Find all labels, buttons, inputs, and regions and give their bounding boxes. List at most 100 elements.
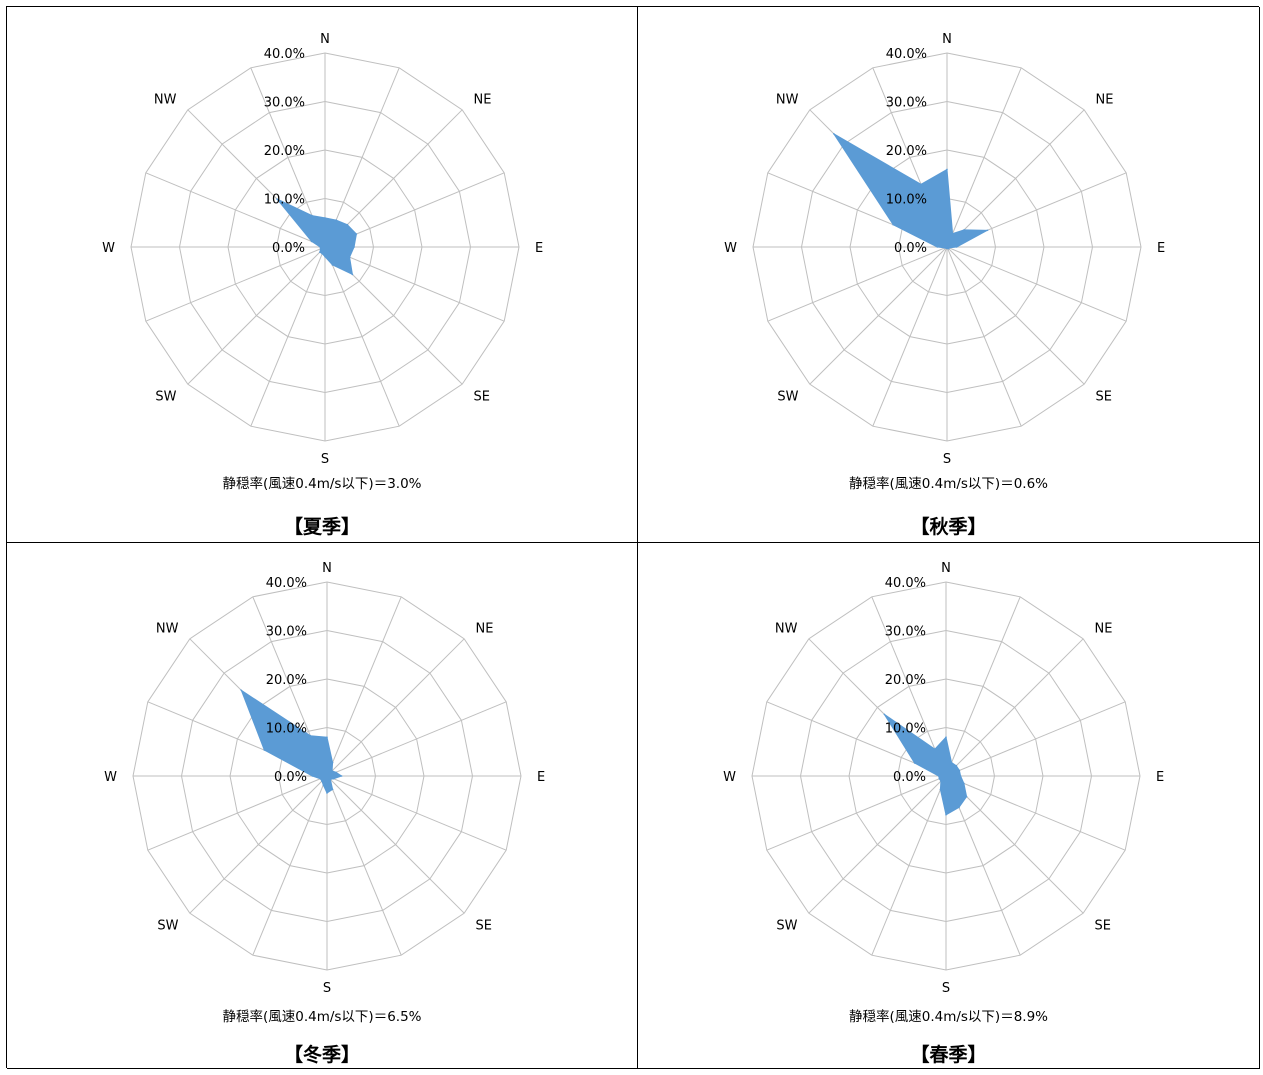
calm-rate-spring: 静穏率(風速0.4m/s以下)＝8.9% xyxy=(848,1009,1049,1025)
direction-label-sw: SW xyxy=(157,919,178,934)
grid-spoke xyxy=(808,775,947,914)
data-point-w xyxy=(937,775,940,777)
tick-label: 40.0% xyxy=(266,576,307,591)
direction-label-ne: NE xyxy=(476,622,494,637)
data-point-s xyxy=(945,814,947,816)
chart-cell-winter: 0.0% 10.0% 20.0% 30.0% 40.0% N NE E SE S SW W NW 静穏率… xyxy=(7,543,638,1069)
data-point-wnw xyxy=(263,749,266,751)
direction-label-ne: NE xyxy=(1095,622,1113,637)
grid-spoke xyxy=(767,246,948,322)
data-point-nne xyxy=(950,761,953,764)
grid-spoke xyxy=(189,775,328,914)
season-label-summer: 【夏季】 xyxy=(283,516,360,538)
data-point-n xyxy=(324,217,326,219)
grid-spoke xyxy=(326,596,402,777)
tick-label: 0.0% xyxy=(893,770,926,785)
grid-spoke xyxy=(871,596,947,777)
data-point-n xyxy=(946,168,948,171)
grid-spoke xyxy=(326,775,465,914)
tick-label: 0.0% xyxy=(272,241,305,256)
tick-label: 40.0% xyxy=(264,47,305,62)
grid-spoke xyxy=(324,246,505,322)
direction-label-nw: NW xyxy=(156,622,179,637)
tick-label: 20.0% xyxy=(264,144,305,159)
data-point-se xyxy=(351,273,354,276)
data-point-e xyxy=(353,246,355,248)
direction-label-n: N xyxy=(322,561,332,576)
data-point-sw xyxy=(945,247,947,249)
calm-rate-summer: 静穏率(風速0.4m/s以下)＝3.0% xyxy=(222,476,422,492)
data-point-sse xyxy=(958,806,960,809)
grid-spoke xyxy=(145,172,326,248)
calm-rate-autumn: 静穏率(風速0.4m/s以下)＝0.6% xyxy=(848,476,1049,492)
data-point-e xyxy=(955,246,958,248)
data-point-nw xyxy=(240,689,243,692)
data-point-w xyxy=(311,775,314,777)
data-point-wsw xyxy=(944,247,946,249)
grid-spoke xyxy=(946,246,1022,427)
data-point-sse xyxy=(331,264,334,266)
tick-label: 30.0% xyxy=(264,96,305,111)
tick-label: 20.0% xyxy=(885,673,926,688)
data-point-ssw xyxy=(322,784,325,786)
direction-label-e: E xyxy=(1156,770,1164,785)
wind-rose-spring: 0.0% 10.0% 20.0% 30.0% 40.0% N NE E SE S SW W NW xyxy=(723,561,1164,996)
tick-label: 20.0% xyxy=(266,673,307,688)
direction-label-s: S xyxy=(321,452,329,467)
direction-label-e: E xyxy=(535,241,543,256)
data-point-ne xyxy=(955,764,958,767)
data-point-nnw xyxy=(309,734,312,737)
grid-spoke xyxy=(326,775,507,851)
tick-label: 10.0% xyxy=(885,722,926,737)
grid-spoke xyxy=(250,246,326,427)
direction-label-s: S xyxy=(943,452,951,467)
grid-spoke xyxy=(946,246,1085,385)
chart-cell-summer: 0.0% 10.0% 20.0% 30.0% 40.0% N NE E SE S SW W NW 静穏率… xyxy=(7,7,638,543)
data-point-se xyxy=(965,795,968,798)
grid-spoke xyxy=(145,246,326,322)
chart-cell-spring: 0.0% 10.0% 20.0% 30.0% 40.0% N NE E SE S SW W NW 静穏率… xyxy=(638,543,1260,1069)
direction-label-s: S xyxy=(323,981,331,996)
tick-label: 30.0% xyxy=(885,625,926,640)
wind-rose-summer: 0.0% 10.0% 20.0% 30.0% 40.0% N NE E SE S SW W NW xyxy=(102,32,543,467)
data-point-wsw xyxy=(938,778,941,780)
direction-label-w: W xyxy=(723,770,736,785)
grid-spoke xyxy=(946,246,1127,322)
data-point-ene xyxy=(355,233,358,235)
direction-label-n: N xyxy=(941,561,951,576)
grid-spoke xyxy=(871,775,947,956)
direction-label-se: SE xyxy=(476,919,492,934)
direction-label-sw: SW xyxy=(777,390,798,405)
data-point-ne xyxy=(331,770,333,772)
direction-label-e: E xyxy=(1157,241,1165,256)
data-point-nnw xyxy=(311,214,313,217)
data-point-ese xyxy=(348,256,351,258)
tick-label: 0.0% xyxy=(274,770,307,785)
data-point-wnw xyxy=(892,223,894,226)
grid-spoke xyxy=(945,701,1126,777)
direction-label-se: SE xyxy=(1096,390,1112,405)
data-point-nw xyxy=(833,133,835,135)
data-point-s xyxy=(324,255,326,258)
direction-label-se: SE xyxy=(1095,919,1111,934)
data-point-ese xyxy=(332,778,335,780)
grid-spoke xyxy=(326,638,465,777)
data-point-s xyxy=(326,792,328,794)
tick-label: 40.0% xyxy=(885,576,926,591)
grid-spoke xyxy=(147,775,328,851)
data-point-ene xyxy=(986,229,989,232)
direction-label-e: E xyxy=(537,770,545,785)
direction-label-nw: NW xyxy=(154,93,177,108)
direction-label-sw: SW xyxy=(776,919,797,934)
data-point-sse xyxy=(331,788,334,791)
data-point-sw xyxy=(321,780,323,782)
direction-label-se: SE xyxy=(474,390,490,405)
data-point-nw xyxy=(276,198,278,200)
data-point-w xyxy=(319,246,321,248)
direction-label-w: W xyxy=(104,770,117,785)
season-label-spring: 【春季】 xyxy=(910,1044,987,1066)
series-area-summer xyxy=(276,198,357,276)
grid-spoke xyxy=(326,701,507,777)
data-point-se xyxy=(329,778,332,781)
tick-label: 20.0% xyxy=(886,144,927,159)
